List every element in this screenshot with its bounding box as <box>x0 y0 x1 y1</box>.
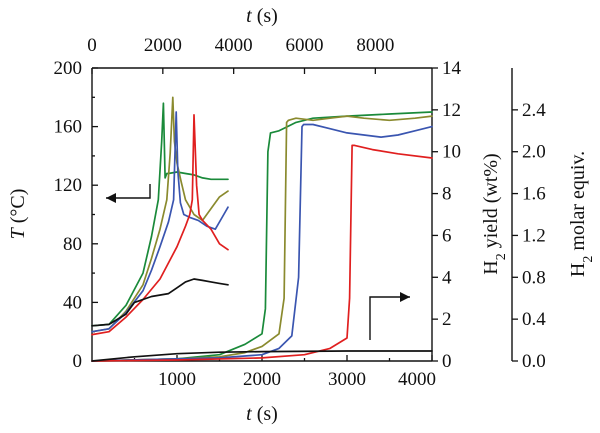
bottom-x-tick-label: 4000 <box>398 369 436 390</box>
yield-line-olive <box>91 115 433 362</box>
right-y-tick-label: 8 <box>442 184 452 205</box>
far-right-y-tick-label: 2.0 <box>522 142 546 163</box>
right-y-tick-label: 4 <box>442 267 452 288</box>
bottom-x-tick-label: 1000 <box>158 369 196 390</box>
top-x-tick-label: 6000 <box>286 35 324 56</box>
right-y-tick-label: 2 <box>442 309 452 330</box>
far-right-y-tick-label: 1.2 <box>522 225 546 246</box>
top-x-tick-label: 4000 <box>215 35 253 56</box>
bottom-x-tick-label: 3000 <box>328 369 366 390</box>
top-x-tick-label: 2000 <box>144 35 182 56</box>
left-y-tick-label: 0 <box>73 351 83 372</box>
right-y-tick-label: 6 <box>442 225 452 246</box>
series-layer <box>91 96 433 362</box>
yield-line-green <box>91 111 433 362</box>
left-y-tick-label: 40 <box>63 292 82 313</box>
yield-line-blue <box>91 123 433 362</box>
left-y-tick-label: 200 <box>54 58 83 79</box>
far-right-y-tick-label: 1.6 <box>522 184 546 205</box>
left-arrow-temperature <box>106 184 151 203</box>
right-y-tick-label: 0 <box>442 351 452 372</box>
temperature-line-red <box>91 114 229 336</box>
temperature-line-olive <box>91 96 229 333</box>
far-right-y-tick-label: 2.4 <box>522 100 546 121</box>
temperature-line-green <box>91 102 229 327</box>
top-x-axis-title: t (s) <box>246 5 278 27</box>
left-y-axis-title: T (°C) <box>7 189 29 240</box>
temperature-line-blue <box>91 111 229 333</box>
right-y-tick-label: 10 <box>442 142 461 163</box>
right-arrow-yield <box>369 292 410 340</box>
temperature-line-black <box>91 278 229 327</box>
right-y-axis-title: H2 yield (wt%) <box>480 153 509 274</box>
left-y-tick-label: 80 <box>63 234 82 255</box>
bottom-x-tick-label: 2000 <box>243 369 281 390</box>
top-x-tick-label: 0 <box>87 35 97 56</box>
yield-line-red <box>91 144 433 362</box>
left-y-tick-label: 160 <box>54 117 83 138</box>
far-right-y-tick-label: 0.0 <box>522 351 546 372</box>
top-x-tick-label: 8000 <box>356 35 394 56</box>
far-right-y-tick-label: 0.4 <box>522 309 546 330</box>
far-right-y-axis-title: H2 molar equiv. <box>567 151 596 277</box>
right-y-tick-label: 12 <box>442 100 461 121</box>
right-y-tick-label: 14 <box>442 58 462 79</box>
left-y-tick-label: 120 <box>54 175 83 196</box>
yield-line-black <box>91 350 433 362</box>
bottom-x-axis-title: t (s) <box>246 403 278 425</box>
far-right-y-tick-label: 0.8 <box>522 267 546 288</box>
